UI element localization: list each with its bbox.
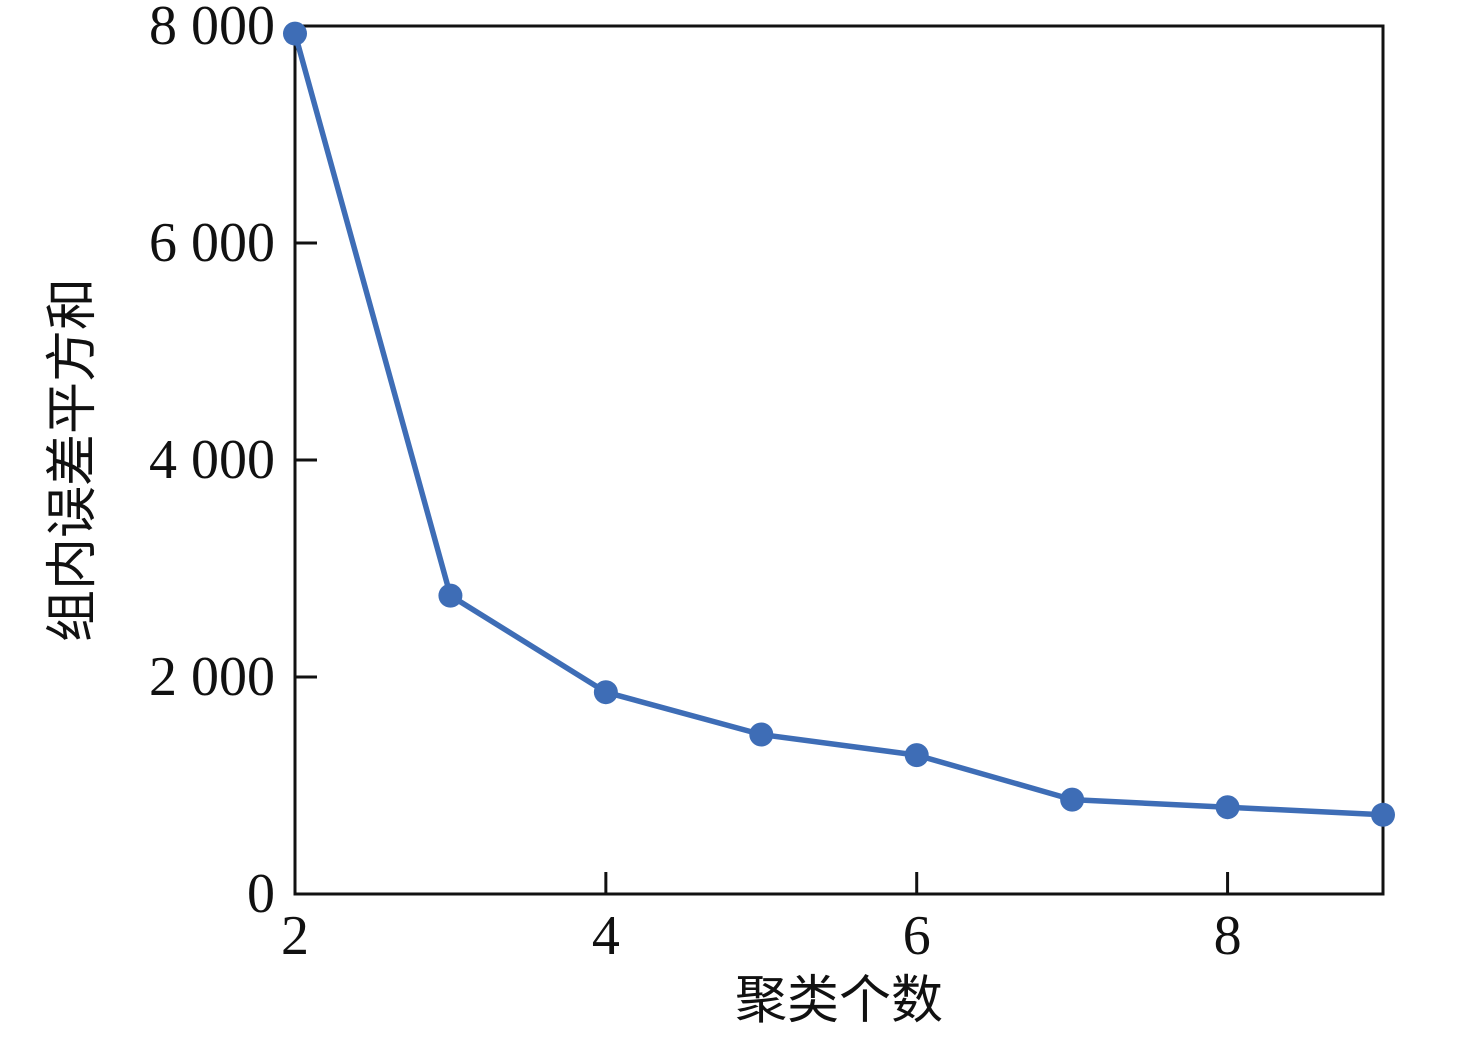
data-point — [1371, 802, 1395, 827]
data-point — [904, 743, 929, 768]
y-tick-label: 8 000 — [149, 0, 275, 57]
data-point — [283, 21, 307, 46]
x-axis-label: 聚类个数 — [735, 973, 943, 1030]
plot-layer: 0 2 000 4 000 6 000 8 000 2 4 6 8 — [149, 0, 1395, 967]
y-tick-label: 6 000 — [149, 212, 275, 274]
y-axis-label: 组内误差平方和 — [45, 278, 102, 642]
x-tick-label: 4 — [592, 905, 620, 967]
data-point — [1060, 787, 1085, 812]
data-point — [1215, 795, 1240, 820]
x-tick-label: 8 — [1214, 905, 1242, 967]
y-tick-label: 0 — [247, 863, 275, 925]
y-tick-label: 2 000 — [149, 646, 275, 708]
data-point — [593, 680, 618, 705]
x-tick-label: 2 — [281, 905, 309, 967]
data-point — [749, 722, 774, 747]
axes-box — [293, 24, 1385, 896]
data-point — [438, 583, 463, 608]
series-line — [292, 30, 1386, 818]
x-tick-label: 6 — [903, 905, 931, 967]
y-tick-label: 4 000 — [149, 429, 275, 491]
